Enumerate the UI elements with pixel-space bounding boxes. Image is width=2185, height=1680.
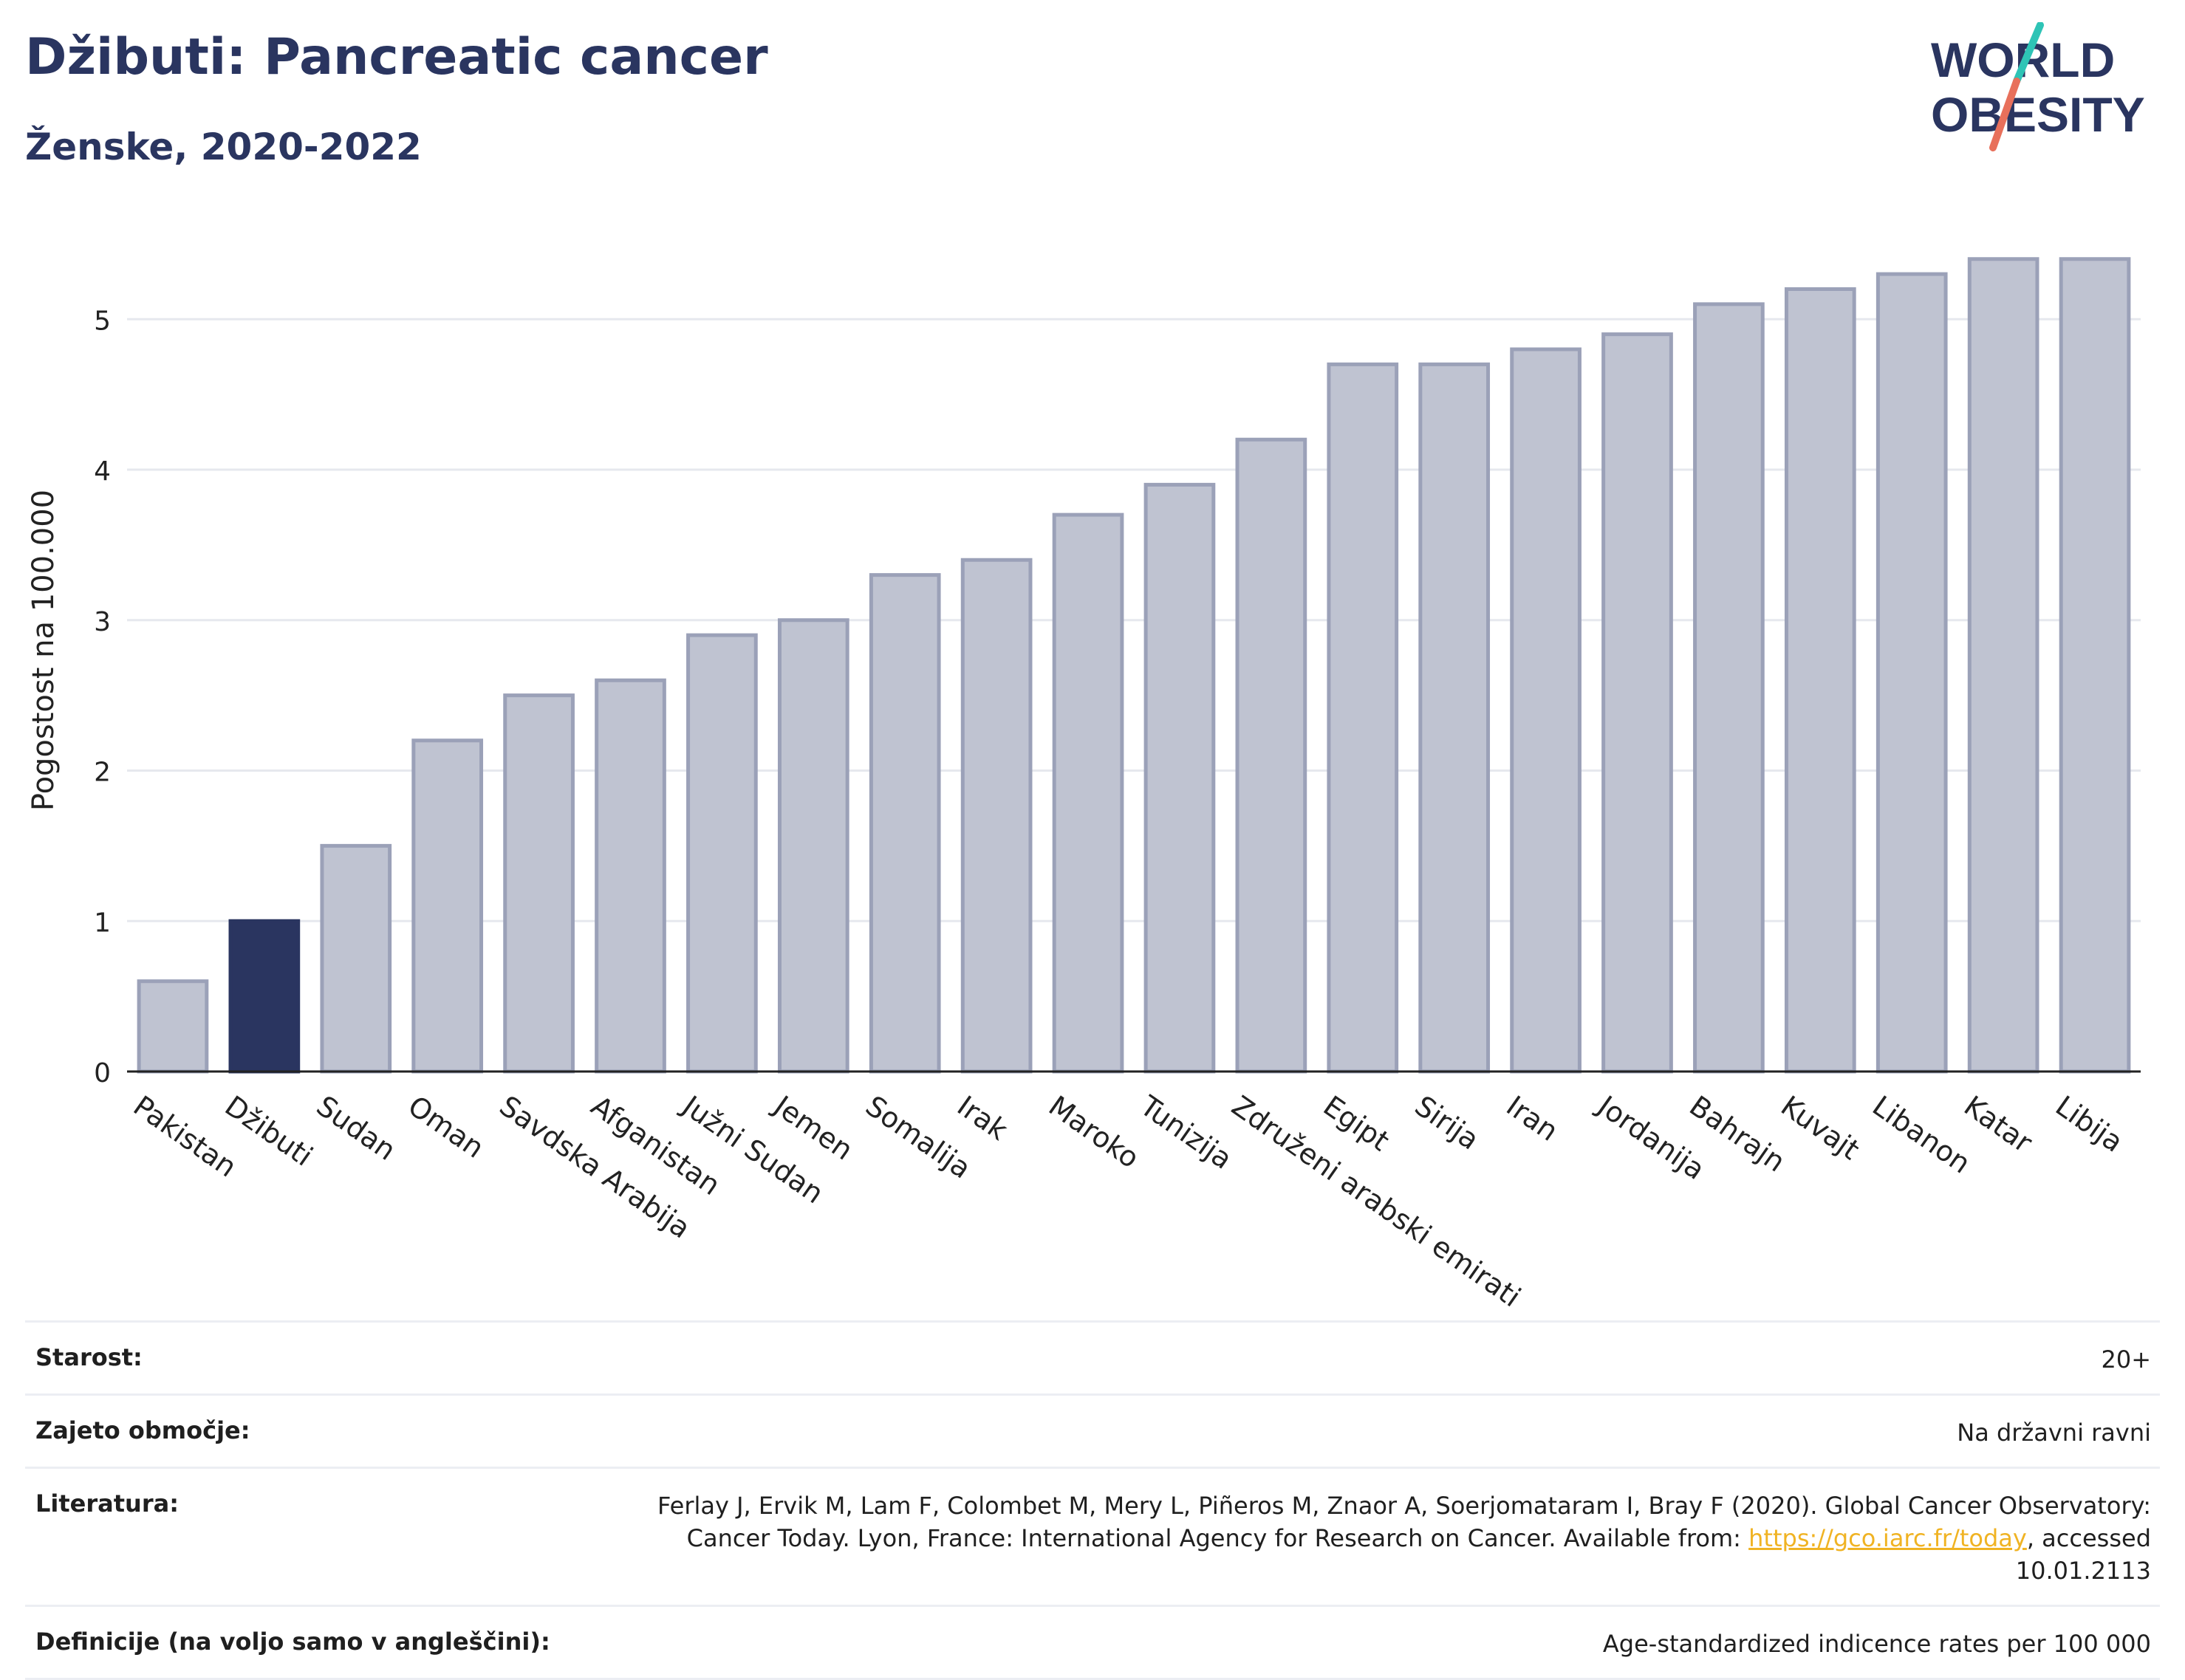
bar xyxy=(411,738,484,1074)
bar xyxy=(1418,362,1491,1074)
bar xyxy=(777,618,849,1074)
x-tick-label: Pakistan xyxy=(128,1089,243,1183)
x-tick-label: Sudan xyxy=(311,1089,402,1167)
x-tick-label: Maroko xyxy=(1043,1089,1145,1174)
y-axis-label: Pogostost na 100.000 xyxy=(27,490,61,811)
x-tick-label: Oman xyxy=(402,1089,490,1165)
x-tick-label: Libija xyxy=(2050,1089,2129,1159)
bar xyxy=(320,843,392,1074)
literature-text: Ferlay J, Ervik M, Lam F, Colombet M, Me… xyxy=(657,1492,2151,1552)
bar xyxy=(137,979,209,1074)
chart-title: Džibuti: Pancreatic cancer xyxy=(25,28,768,86)
world-obesity-logo: WORLD OBESITY xyxy=(1931,22,2145,151)
y-tick-label: 0 xyxy=(94,1058,111,1088)
bar xyxy=(228,919,301,1074)
y-tick-label: 1 xyxy=(94,908,111,938)
bar xyxy=(960,558,1033,1074)
meta-value-age: 20+ xyxy=(2101,1345,2151,1374)
bar xyxy=(1784,287,1856,1074)
meta-value-coverage: Na državni ravni xyxy=(1957,1419,2151,1447)
literature-accessed: , accessed 10.01.2113 xyxy=(2015,1524,2151,1585)
y-tick-label: 5 xyxy=(94,306,111,336)
bar xyxy=(1601,332,1673,1074)
y-tick-label: 4 xyxy=(94,456,111,487)
meta-row-age: Starost: 20+ xyxy=(25,1320,2160,1393)
x-tick-label: Iran xyxy=(1500,1089,1564,1148)
logo-slash-coral xyxy=(1989,78,2020,151)
meta-label-literature: Literatura: xyxy=(35,1489,179,1518)
meta-row-literature: Literatura: Ferlay J, Ervik M, Lam F, Co… xyxy=(25,1467,2160,1605)
x-tick-label: Irak xyxy=(951,1089,1013,1146)
bar xyxy=(1693,302,1765,1074)
bar xyxy=(2059,257,2131,1074)
bar xyxy=(1967,257,2039,1074)
x-tick-label: Sirija xyxy=(1409,1089,1485,1156)
bar xyxy=(503,693,575,1074)
chart-subtitle: Ženske, 2020-2022 xyxy=(25,126,422,168)
metadata-table: Starost: 20+ Zajeto območje: Na državni … xyxy=(25,1320,2160,1680)
meta-row-coverage: Zajeto območje: Na državni ravni xyxy=(25,1393,2160,1467)
bar xyxy=(1235,437,1307,1074)
bar xyxy=(595,678,666,1074)
meta-label-age: Starost: xyxy=(35,1343,143,1371)
meta-row-definitions: Definicije (na voljo samo v angleščini):… xyxy=(25,1605,2160,1680)
y-tick-label: 3 xyxy=(94,607,111,637)
logo-slash-teal xyxy=(2013,22,2044,85)
meta-label-definitions: Definicije (na voljo samo v angleščini): xyxy=(35,1628,550,1656)
bar xyxy=(1052,512,1124,1074)
bar xyxy=(686,633,758,1074)
x-tick-label: Tunizija xyxy=(1134,1089,1238,1176)
x-tick-label: Libanon xyxy=(1867,1089,1977,1179)
bar xyxy=(1143,482,1216,1074)
bar xyxy=(1875,272,1948,1074)
meta-label-coverage: Zajeto območje: xyxy=(35,1416,250,1444)
bar xyxy=(1510,347,1582,1074)
meta-value-literature: Ferlay J, Ervik M, Lam F, Colombet M, Me… xyxy=(570,1489,2151,1587)
source-link[interactable]: https://gco.iarc.fr/today xyxy=(1748,1524,2027,1552)
meta-value-definitions: Age-standardized indicence rates per 100… xyxy=(1602,1630,2151,1658)
bar xyxy=(1327,362,1399,1074)
y-tick-label: 2 xyxy=(94,758,111,788)
bar xyxy=(869,573,941,1074)
x-tick-label: Egipt xyxy=(1318,1089,1395,1157)
logo-text-obesity: OBESITY xyxy=(1931,87,2145,142)
